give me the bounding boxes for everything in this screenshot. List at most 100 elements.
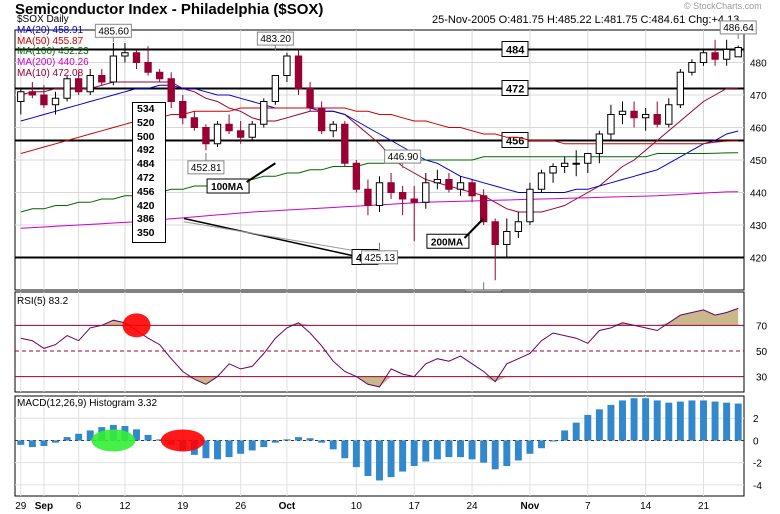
macd-histogram-bar (225, 440, 233, 458)
price-y-tick: 460 (750, 124, 767, 135)
candle-body (28, 91, 37, 96)
ma-callout-box (206, 178, 250, 194)
macd-histogram-bar (260, 440, 268, 448)
candle-body (329, 123, 337, 132)
x-axis-label: 29 (15, 501, 27, 512)
macd-histogram-bar (40, 440, 48, 446)
macd-histogram-bar (607, 404, 615, 441)
macd-histogram-bar (700, 400, 707, 441)
rsi-panel: 30 50 70 (14, 291, 768, 393)
legend-ma50: MA(50) 455.87 (17, 35, 84, 47)
candle-body (618, 110, 627, 115)
macd-histogram-bar (711, 401, 719, 441)
ma-callout-label: 100MA (211, 182, 243, 193)
candle-body (155, 71, 164, 80)
candle-body (17, 91, 25, 102)
legend-symbol: $SOX Daily (17, 14, 69, 25)
price-y-tick: 440 (750, 189, 767, 200)
macd-histogram-bar (63, 437, 71, 441)
macd-histogram-bar (619, 400, 626, 441)
candle-body (665, 104, 673, 125)
retracement-level: 500 (137, 130, 155, 143)
candle-body (526, 188, 534, 223)
x-axis-label: 12 (119, 501, 131, 512)
price-y-tick: 480 (750, 59, 767, 70)
x-axis-label: 10 (351, 501, 363, 512)
candle-body (121, 52, 129, 57)
macd-histogram-bar (202, 440, 210, 459)
macd-histogram-bar (17, 440, 25, 445)
candle-body (676, 71, 685, 106)
macd-histogram-bar (75, 433, 83, 441)
candle-body (699, 52, 708, 63)
candle-body (445, 179, 453, 190)
macd-histogram-bar (491, 440, 499, 470)
macd-histogram-bar (295, 437, 302, 441)
macd-histogram-bar (329, 440, 337, 450)
price-y-tick: 450 (750, 156, 767, 167)
chart-title: Semiconductor Index - Philadelphia ($SOX… (15, 1, 324, 18)
ma-line-ma20 (20, 84, 739, 193)
retracement-level: 350 (137, 227, 155, 240)
candle-body (98, 75, 106, 83)
macd-histogram-bar (538, 440, 545, 449)
macd-histogram-bar (86, 430, 94, 441)
macd-histogram-bar (52, 440, 59, 443)
annotation-label: 485.60 (98, 26, 129, 37)
candle-body (271, 75, 280, 102)
ma-line-ma10 (20, 81, 739, 213)
candle-body (225, 123, 233, 132)
candle-body (375, 182, 384, 206)
candle-body (468, 182, 476, 197)
macd-y-tick: 0 (753, 436, 759, 447)
macd-label: MACD(12,26,9) Histogram 3.32 (17, 398, 158, 409)
macd-histogram-bar (480, 440, 488, 463)
candle-body (109, 55, 118, 83)
candle-body (514, 221, 523, 232)
macd-histogram-bar (457, 440, 464, 458)
candle-body (74, 78, 83, 93)
candle-body (364, 188, 372, 206)
x-axis-label: 6 (76, 501, 82, 512)
candle-body (260, 101, 268, 125)
candle-body (283, 55, 291, 76)
price-y-tick: 430 (750, 221, 767, 232)
candle-body (641, 114, 650, 119)
candle-body (352, 162, 361, 190)
annotation-box (94, 23, 132, 38)
candle-body (132, 52, 141, 63)
candle-body (734, 47, 742, 58)
macd-histogram-bar (306, 438, 314, 441)
macd-histogram-bar (410, 440, 418, 466)
macd-histogram-bar (665, 402, 673, 441)
macd-histogram-bar (156, 439, 164, 441)
x-axis-label: 14 (640, 501, 652, 512)
watermark: © StockCharts.com (684, 1, 762, 11)
macd-histogram-bar (352, 440, 360, 468)
candle-body (398, 192, 407, 200)
candle-body (317, 107, 326, 132)
candle-body (410, 198, 418, 203)
candle-body (607, 114, 615, 135)
x-axis-label: Oct (279, 501, 296, 512)
candle-body (190, 117, 199, 128)
retracement-box: 534 520 500 492 484 472 456 420 386 350 (132, 102, 166, 243)
x-axis-label: 21 (698, 501, 710, 512)
annotation-label: 483.20 (260, 34, 291, 45)
rsi-highlight-ellipse (122, 313, 151, 338)
candle-body (456, 182, 465, 190)
macd-histogram-bar (433, 440, 441, 460)
macd-histogram-bar (734, 403, 742, 441)
rsi-y-tick: 30 (756, 373, 768, 384)
candle-body (560, 162, 569, 167)
candle-body (179, 101, 187, 119)
x-axis-label: 7 (585, 501, 591, 512)
macd-panel: -4 -2 0 2 (14, 395, 762, 497)
macd-y-tick: -2 (753, 459, 762, 470)
annotation-label: 425.13 (365, 253, 396, 264)
candle-body (341, 123, 349, 164)
macd-histogram-bar (526, 440, 534, 454)
candle-body (549, 166, 557, 174)
